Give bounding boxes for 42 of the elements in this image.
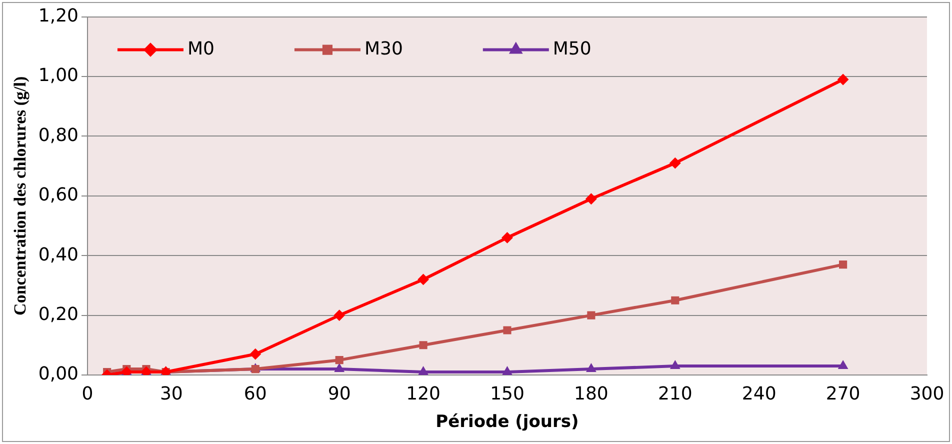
legend-label: M30 bbox=[364, 38, 403, 60]
point bbox=[335, 356, 344, 364]
x-tick-label: 30 bbox=[160, 383, 183, 404]
point bbox=[838, 360, 848, 370]
y-tick-label: 0,80 bbox=[38, 124, 78, 146]
point bbox=[418, 274, 429, 285]
point bbox=[586, 193, 597, 204]
x-axis-title: Période (jours) bbox=[436, 412, 579, 432]
x-tick-label: 300 bbox=[910, 383, 944, 404]
y-tick-label: 1,20 bbox=[38, 5, 78, 26]
x-tick-label: 0 bbox=[82, 383, 94, 404]
y-tick-label: 0,40 bbox=[38, 244, 78, 266]
point bbox=[419, 341, 428, 350]
point bbox=[587, 311, 596, 320]
point bbox=[671, 296, 680, 304]
x-tick-label: 120 bbox=[406, 383, 440, 404]
x-tick-label: 90 bbox=[328, 383, 351, 404]
point bbox=[502, 232, 513, 244]
legend-label: M0 bbox=[187, 38, 214, 60]
point bbox=[503, 326, 512, 334]
x-tick-label: 240 bbox=[742, 383, 776, 404]
x-tick-label: 60 bbox=[244, 383, 267, 404]
y-tick-label: 0,60 bbox=[38, 184, 78, 206]
point bbox=[586, 364, 596, 372]
point bbox=[670, 360, 680, 370]
point bbox=[250, 348, 261, 360]
y-tick-label: 0,00 bbox=[38, 364, 78, 385]
point bbox=[839, 260, 848, 269]
x-tick-label: 150 bbox=[490, 383, 524, 404]
y-tick-label: 0,20 bbox=[38, 304, 78, 325]
point bbox=[502, 366, 512, 375]
x-tick-label: 180 bbox=[574, 383, 608, 404]
point bbox=[418, 366, 428, 375]
point bbox=[334, 310, 345, 321]
y-axis-title: Concentration des chlorures (g/l) bbox=[10, 76, 30, 316]
y-tick-label: 1,00 bbox=[38, 65, 78, 86]
point bbox=[670, 158, 681, 169]
legend-label: M50 bbox=[552, 38, 592, 60]
point bbox=[838, 74, 849, 85]
x-tick-label: 210 bbox=[658, 383, 692, 404]
point bbox=[334, 364, 344, 372]
x-tick-label: 270 bbox=[826, 383, 860, 404]
